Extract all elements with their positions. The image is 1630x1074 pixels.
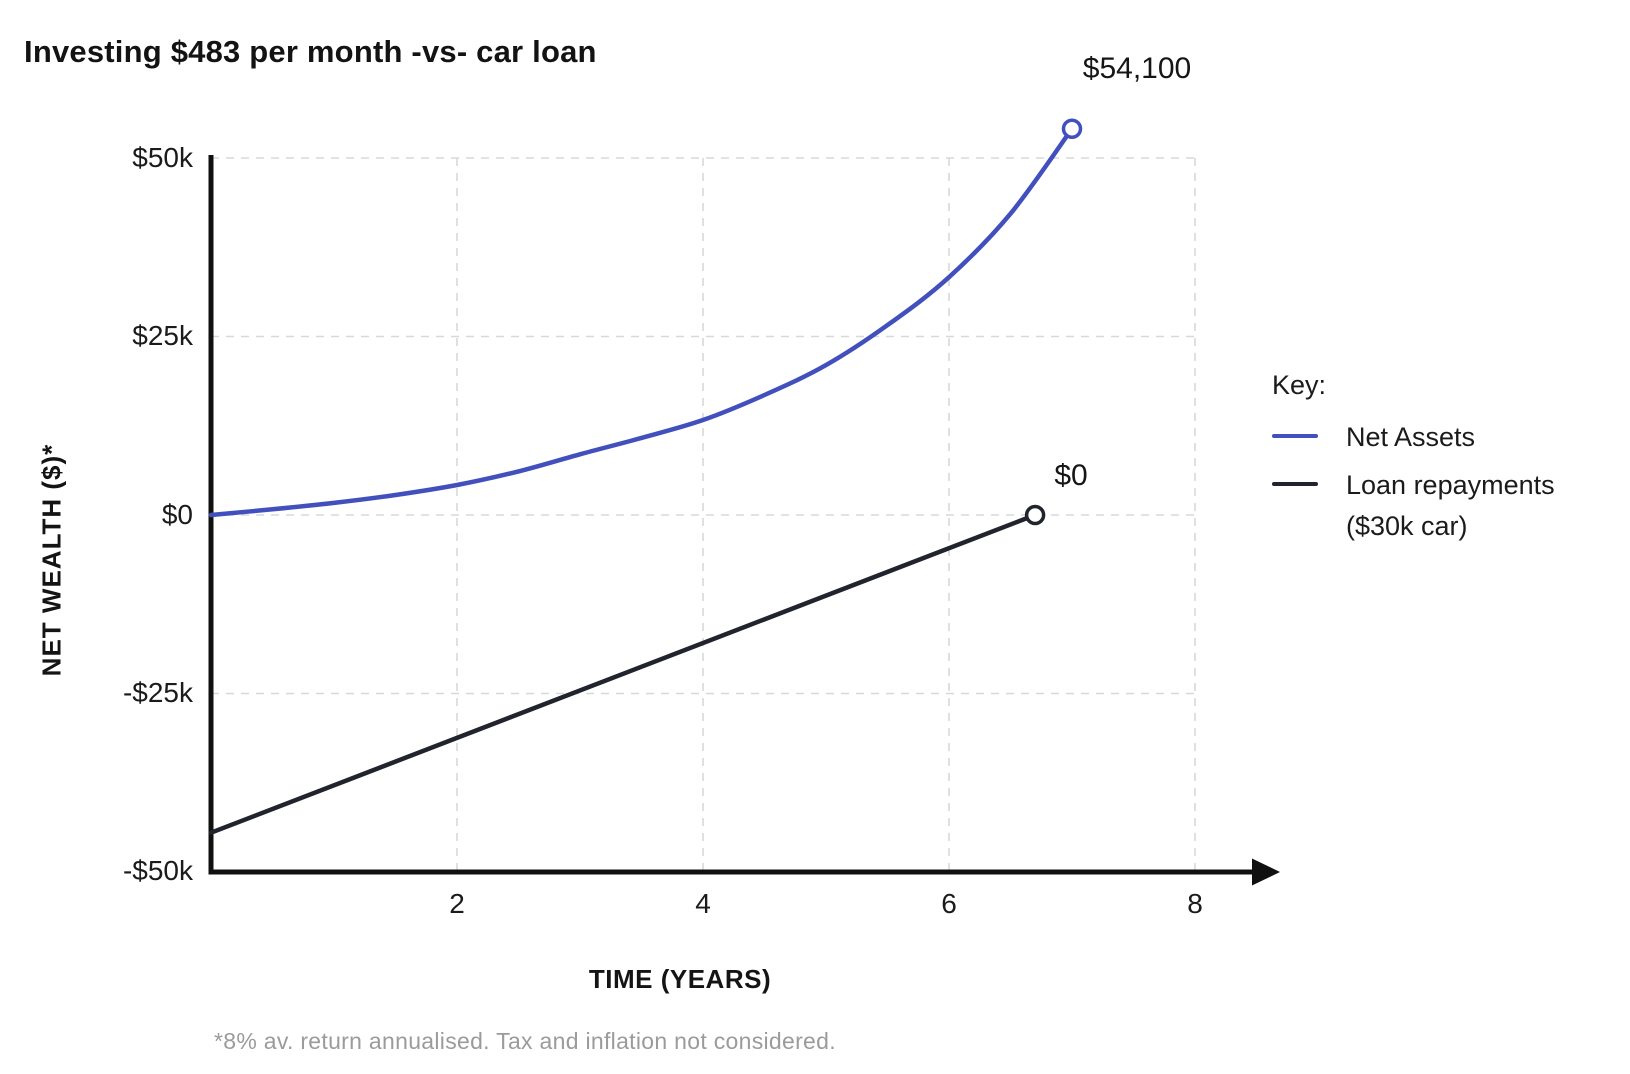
loan-repayments-30k-car-line: [208, 512, 1038, 835]
legend-item-label: Net Assets: [1346, 422, 1476, 452]
legend: Key: Net Assets Loan repayments ($30k ca…: [1272, 368, 1555, 554]
legend-item-label: Loan repayments ($30k car): [1346, 470, 1555, 541]
y-axis-title: NET WEALTH ($)*: [36, 443, 67, 677]
footnote: *8% av. return annualised. Tax and infla…: [214, 1028, 836, 1054]
x-tick-label: 6: [941, 888, 957, 919]
x-axis-title: TIME (YEARS): [588, 964, 772, 994]
loan-repayments-30k-car-end-marker: [1024, 504, 1046, 526]
net-assets-end-marker: [1061, 118, 1083, 139]
loan-repayments-line-swatch: [1272, 482, 1318, 486]
y-tick-label: $25k: [132, 320, 193, 351]
net-assets-end-value-label: $54,100: [1082, 52, 1192, 85]
x-tick-label: 4: [695, 888, 711, 919]
legend-title: Key:: [1272, 370, 1327, 400]
x-axis-arrow: [1252, 858, 1280, 886]
y-tick-label: -$25k: [122, 677, 193, 708]
x-tick-label: 8: [1187, 888, 1203, 919]
x-tick-label: 2: [449, 888, 465, 919]
net-assets-line: [208, 126, 1075, 518]
net-assets-line-swatch: [1272, 434, 1318, 438]
y-tick-label: $0: [161, 499, 193, 530]
legend-item-label-line2: ($30k car): [1346, 511, 1468, 541]
loan-end-value-label: $0: [1054, 459, 1088, 492]
legend-item-net-assets: Net Assets: [1272, 417, 1555, 458]
y-tick-label: -$50k: [122, 855, 193, 886]
legend-item-loan-repayments: Loan repayments ($30k car): [1272, 465, 1555, 547]
y-tick-label: $50k: [132, 142, 193, 173]
chart-title: Investing $483 per month -vs- car loan: [24, 34, 597, 69]
